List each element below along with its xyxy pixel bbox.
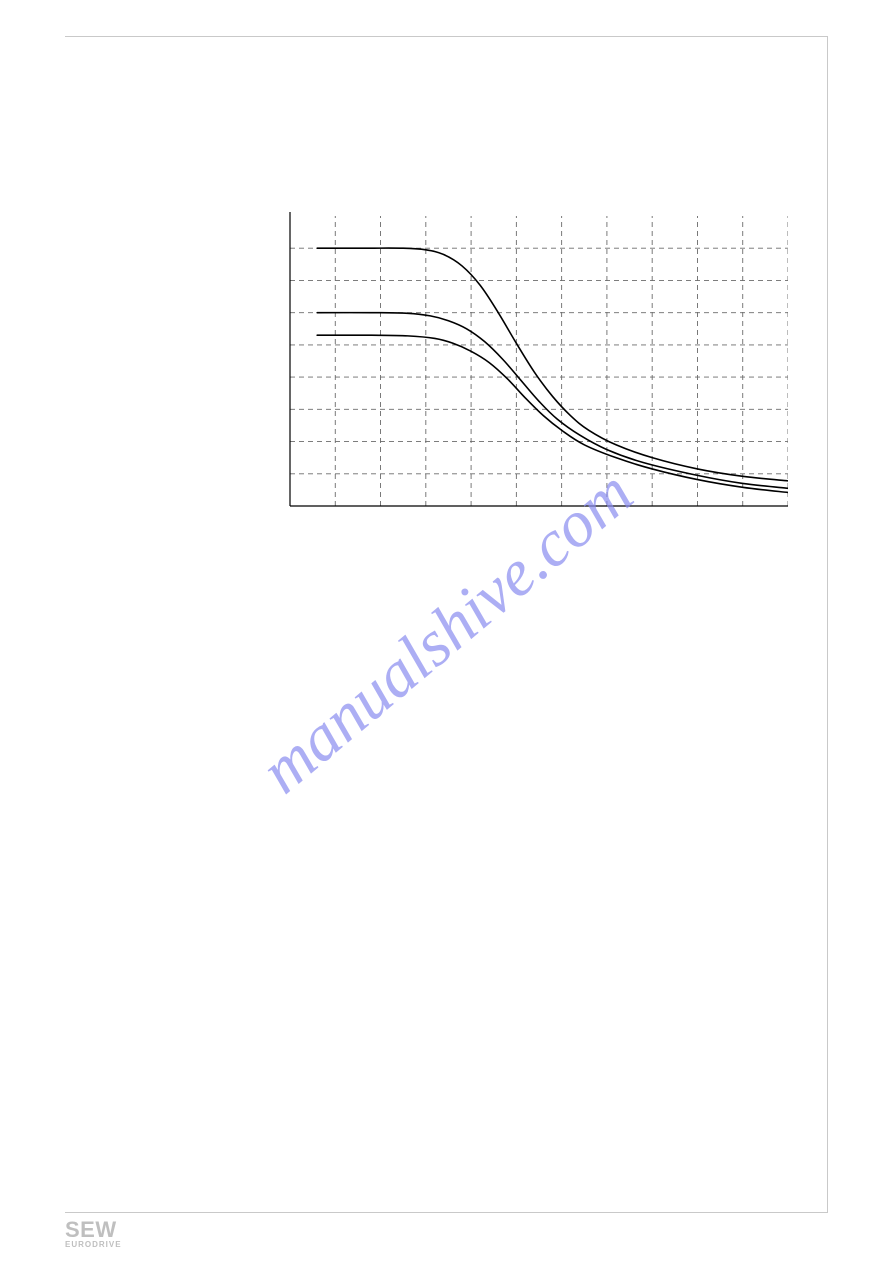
brand-logo: SEW EURODRIVE [65,1219,122,1249]
curve-bot [317,335,788,492]
curve-mid [317,313,788,489]
logo-line1: SEW [65,1217,117,1242]
curve-top [317,248,788,481]
page: manualshive.com SEW EURODRIVE [0,0,893,1263]
chart-svg [284,210,788,512]
line-chart [284,210,788,512]
logo-line2: EURODRIVE [65,1241,122,1249]
